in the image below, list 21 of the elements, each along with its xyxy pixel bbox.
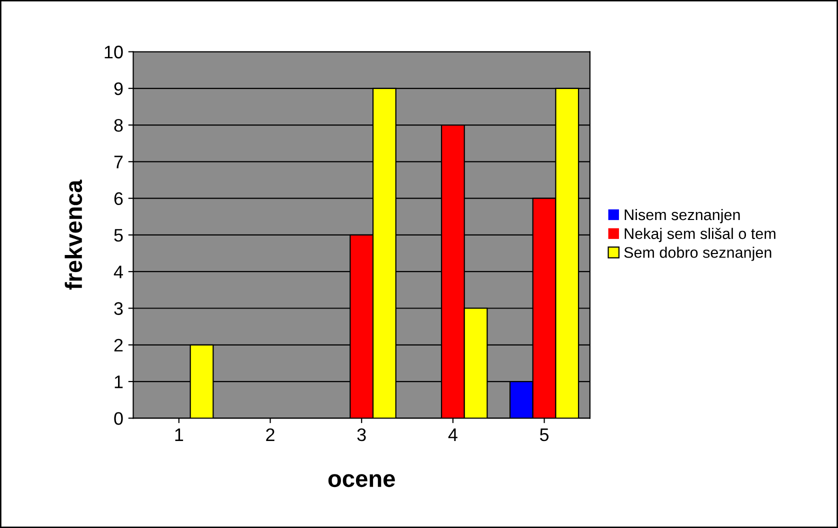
y-tick-label: 10 — [104, 46, 123, 58]
y-tick-label: 5 — [114, 229, 123, 242]
x-tick-label: 4 — [448, 428, 458, 441]
y-tick-label: 6 — [114, 192, 123, 206]
y-tick-label: 7 — [114, 156, 123, 168]
legend-label: Nisem seznanjen — [624, 208, 740, 224]
y-tick-label: 2 — [114, 338, 123, 352]
y-tick-label: 1 — [114, 376, 123, 388]
legend-label: Nekaj sem slišal o tem — [624, 228, 776, 242]
y-tick-label: 9 — [114, 82, 123, 96]
x-tick-label: 3 — [357, 428, 366, 442]
x-tick-label: 5 — [540, 428, 549, 442]
x-axis-title: ocene — [328, 474, 395, 488]
legend-label: Sem dobro seznanjen — [624, 246, 772, 261]
y-tick-label: 8 — [114, 118, 123, 132]
x-tick-label: 1 — [175, 428, 184, 441]
x-tick-label: 2 — [266, 428, 274, 441]
y-tick-label: 3 — [114, 302, 123, 315]
y-axis-title: frekvenca — [64, 180, 82, 290]
y-tick-label: 4 — [114, 266, 123, 278]
y-tick-label: 0 — [114, 412, 123, 425]
